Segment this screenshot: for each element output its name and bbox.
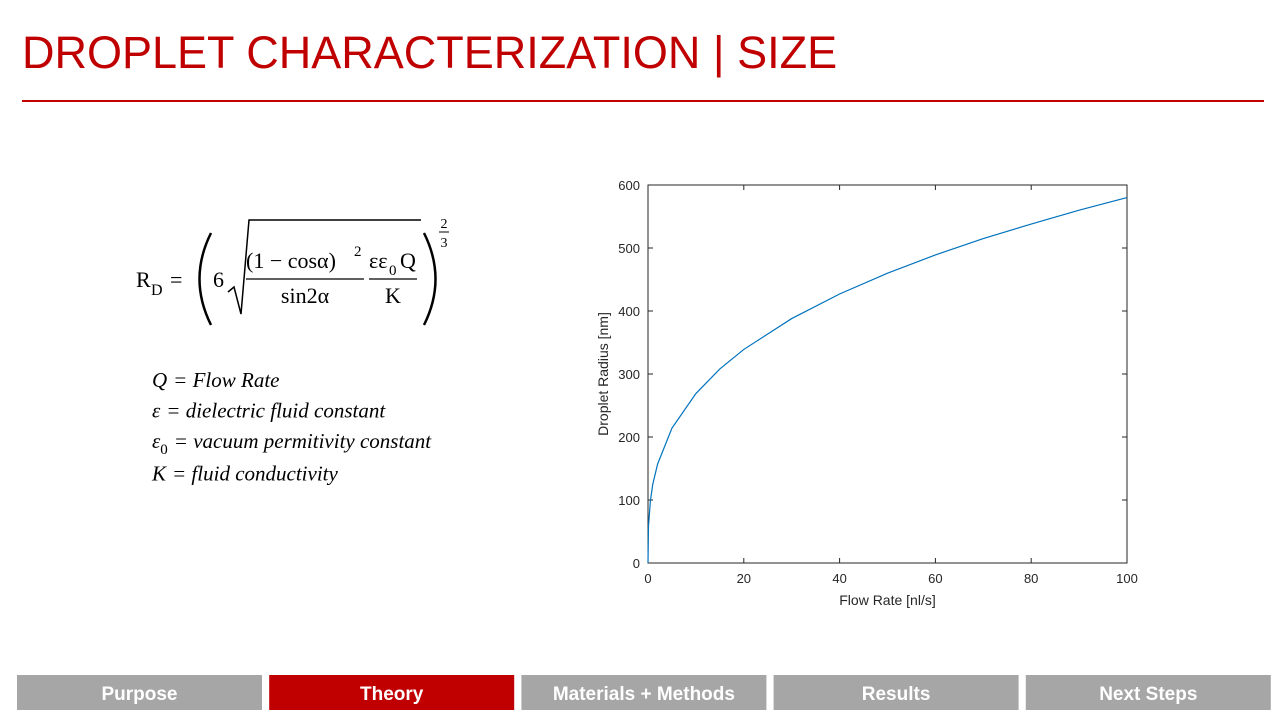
x-tick-label: 100 xyxy=(1116,571,1138,586)
nav-tabs: Purpose Theory Materials + Methods Results N… xyxy=(17,675,1271,710)
definition-symbol: Q xyxy=(152,368,167,392)
y-tick-label: 300 xyxy=(618,367,640,382)
definition: K = fluid conductivity xyxy=(151,462,338,486)
y-tick-label: 100 xyxy=(618,493,640,508)
eq-text: (1 − cosα) xyxy=(246,248,336,273)
plot-area xyxy=(647,184,1128,564)
x-axis-label: Flow Rate [nl/s] xyxy=(839,592,935,608)
nav-tab-label[interactable]: Next Steps xyxy=(1099,684,1197,705)
nav-tab[interactable] xyxy=(1025,675,1271,710)
y-axis-label: Droplet Radius [nm] xyxy=(595,312,611,436)
paren xyxy=(198,232,213,326)
chart: 0 20 40 60 80 100 0 100 200 300 400 500 600 Flow Rate… xyxy=(595,178,1138,608)
nav-tab-label[interactable]: Purpose xyxy=(101,684,177,705)
eq-text: R xyxy=(136,267,151,292)
definition-text: = Flow Rate xyxy=(173,368,279,392)
nav-tab-label[interactable]: Materials + Methods xyxy=(553,684,735,705)
nav-tab-label[interactable]: Results xyxy=(862,684,931,705)
slide-title: DROPLET CHARACTERIZATION | SIZE xyxy=(22,27,837,78)
x-tick-label: 20 xyxy=(737,571,751,586)
eq-text: 0 xyxy=(389,263,397,279)
definitions: Q = Flow Rate ε = dielectric fluid constant… xyxy=(151,368,432,486)
eq-text: εε xyxy=(369,248,387,273)
data-line xyxy=(647,197,1128,564)
nav-tab[interactable] xyxy=(521,675,767,710)
x-tick-label: 40 xyxy=(832,571,846,586)
eq-text: K xyxy=(385,283,401,308)
definition: ε = dielectric fluid constant xyxy=(152,399,386,423)
definition: Q = Flow Rate xyxy=(152,368,280,392)
definition-subscript: 0 xyxy=(160,442,168,458)
nav-tab-label[interactable]: Theory xyxy=(360,684,424,705)
definition-text: = vacuum permitivity constant xyxy=(174,429,433,453)
eq-text: 6 xyxy=(213,267,224,292)
x-tick-label: 0 xyxy=(644,571,651,586)
definition-text: = dielectric fluid constant xyxy=(166,399,386,423)
definition-text: = fluid conductivity xyxy=(172,462,338,486)
y-tick-label: 400 xyxy=(618,304,640,319)
y-tick-label: 600 xyxy=(618,178,640,193)
y-tick-label: 0 xyxy=(633,556,640,571)
eq-text: Q xyxy=(400,248,416,273)
nav-tab[interactable] xyxy=(269,675,515,710)
x-tick-label: 80 xyxy=(1024,571,1038,586)
eq-text: sin2α xyxy=(281,283,330,308)
definition-symbol: ε xyxy=(152,399,161,423)
definition-symbol: K xyxy=(151,462,167,486)
paren xyxy=(422,232,437,326)
nav-tab[interactable] xyxy=(773,675,1019,710)
x-tick-label: 60 xyxy=(928,571,942,586)
y-tick-label: 200 xyxy=(618,430,640,445)
eq-text: = xyxy=(170,267,182,292)
equation: R D = 6 (1 − cosα) 2 sin2α εε 0 Q K 2 3 xyxy=(136,217,449,326)
definition: ε0 = vacuum permitivity constant xyxy=(152,429,432,458)
definition-symbol: ε xyxy=(152,429,161,453)
nav-tab[interactable] xyxy=(17,675,262,710)
eq-text: 2 xyxy=(441,217,448,232)
radical xyxy=(227,219,421,315)
eq-text: 2 xyxy=(354,244,362,260)
eq-text: D xyxy=(151,282,163,299)
y-tick-label: 500 xyxy=(618,241,640,256)
eq-text: 3 xyxy=(441,236,448,251)
